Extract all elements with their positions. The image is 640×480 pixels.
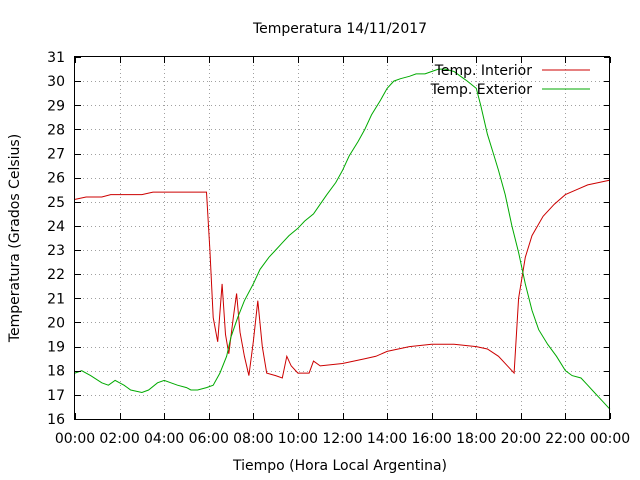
x-tick-label: 20:00 [501, 431, 541, 447]
grid-lines [75, 57, 610, 419]
x-tick-label: 06:00 [189, 431, 229, 447]
axis-ticks [75, 57, 611, 420]
series-line-exterior [74, 68, 611, 410]
x-tick-label: 16:00 [411, 431, 451, 447]
y-tick-label: 31 [47, 50, 65, 66]
x-tick-label: 18:00 [456, 431, 496, 447]
y-tick-label: 26 [47, 171, 65, 187]
y-tick-label: 29 [47, 98, 65, 114]
x-tick-label: 10:00 [278, 431, 318, 447]
y-tick-label: 19 [47, 340, 65, 356]
series-line-interior [74, 179, 611, 379]
y-tick-label: 16 [47, 412, 65, 428]
x-tick-label: 12:00 [322, 431, 362, 447]
y-tick-label: 22 [47, 267, 65, 283]
y-tick-label: 21 [47, 291, 65, 307]
chart-title: Temperatura 14/11/2017 [252, 21, 427, 37]
legend: Temp. Interior Temp. Exterior [430, 63, 590, 98]
x-axis-label: Tiempo (Hora Local Argentina) [232, 458, 447, 474]
series-layer [74, 68, 611, 410]
x-tick-label: 22:00 [545, 431, 585, 447]
x-tick-label: 02:00 [99, 431, 139, 447]
y-tick-label: 23 [47, 243, 65, 259]
y-tick-label: 17 [47, 388, 65, 404]
x-tick-label: 00:00 [590, 431, 630, 447]
x-tick-label: 00:00 [55, 431, 95, 447]
y-tick-label: 27 [47, 147, 65, 163]
legend-label: Temp. Exterior [430, 82, 533, 98]
x-tick-labels: 00:00 02:00 04:00 06:00 08:00 10:00 12:00 14:00… [55, 431, 630, 447]
y-tick-labels: 16 17 18 19 20 21 22 23 24 25 26 27 28 29 30 31 [47, 50, 65, 428]
y-axis-label: Temperatura (Grados Celsius) [7, 134, 23, 343]
x-tick-label: 08:00 [233, 431, 273, 447]
y-tick-label: 25 [47, 195, 65, 211]
y-tick-label: 24 [47, 219, 65, 235]
y-tick-label: 28 [47, 122, 65, 138]
y-tick-label: 30 [47, 74, 65, 90]
x-tick-label: 04:00 [144, 431, 184, 447]
x-tick-label: 14:00 [367, 431, 407, 447]
y-tick-label: 18 [47, 364, 65, 380]
plot-frame [74, 56, 610, 420]
legend-label: Temp. Interior [434, 63, 533, 79]
y-tick-label: 20 [47, 315, 65, 331]
